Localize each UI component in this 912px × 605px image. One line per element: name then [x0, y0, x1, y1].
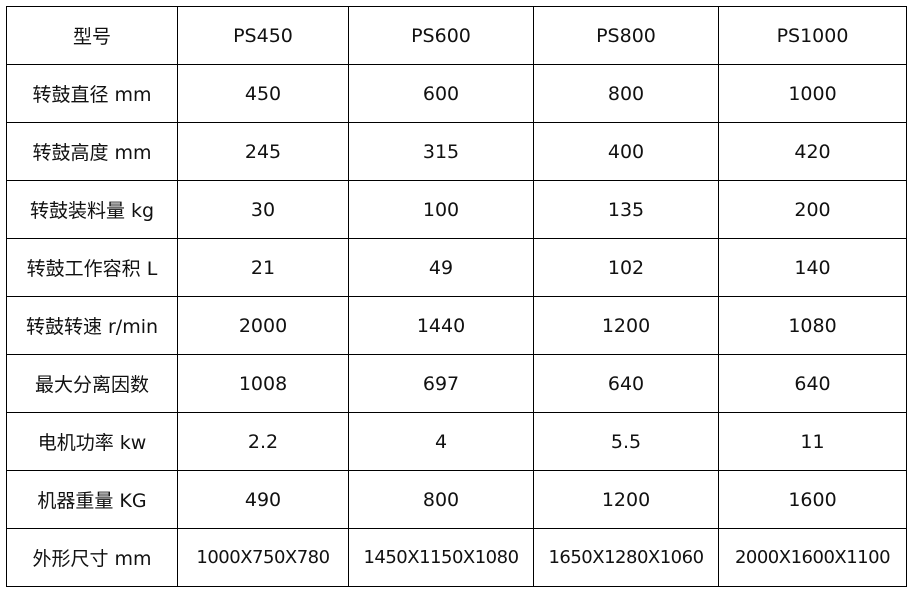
table-cell: 600	[348, 64, 534, 123]
table-cell: 800	[348, 470, 534, 529]
table-cell: 1200	[533, 470, 719, 529]
table-cell: 1000X750X780	[177, 528, 349, 587]
table-cell: 1200	[533, 296, 719, 355]
table-cell: 1440	[348, 296, 534, 355]
table-row: 最大分离因数 1008 697 640 640	[6, 354, 907, 413]
table-cell: 2000	[177, 296, 349, 355]
table-cell: 697	[348, 354, 534, 413]
table-cell: 450	[177, 64, 349, 123]
table-cell: 315	[348, 122, 534, 181]
table-row: 转鼓转速 r/min 2000 1440 1200 1080	[6, 296, 907, 355]
table-cell: 1600	[718, 470, 907, 529]
table-cell: 5.5	[533, 412, 719, 471]
table-cell: 245	[177, 122, 349, 181]
table-cell: 100	[348, 180, 534, 239]
row-label: 转鼓高度 mm	[6, 122, 178, 181]
row-label: 转鼓工作容积 L	[6, 238, 178, 297]
table-cell: 400	[533, 122, 719, 181]
row-label: 最大分离因数	[6, 354, 178, 413]
header-row: 型号 PS450 PS600 PS800 PS1000	[6, 6, 907, 65]
table-cell: 1080	[718, 296, 907, 355]
table-row: 转鼓装料量 kg 30 100 135 200	[6, 180, 907, 239]
table-cell: 4	[348, 412, 534, 471]
spec-table: 型号 PS450 PS600 PS800 PS1000 转鼓直径 mm 450 600 800 1…	[6, 6, 907, 587]
table-cell: 1000	[718, 64, 907, 123]
table-cell: 49	[348, 238, 534, 297]
table-cell: 640	[718, 354, 907, 413]
table-row: 机器重量 KG 490 800 1200 1600	[6, 470, 907, 529]
table-cell: 1650X1280X1060	[533, 528, 719, 587]
table-row: 转鼓工作容积 L 21 49 102 140	[6, 238, 907, 297]
row-label: 电机功率 kw	[6, 412, 178, 471]
table-cell: 1008	[177, 354, 349, 413]
row-label: 转鼓直径 mm	[6, 64, 178, 123]
table-cell: 640	[533, 354, 719, 413]
table-cell: 800	[533, 64, 719, 123]
table-cell: 2.2	[177, 412, 349, 471]
table-cell: 2000X1600X1100	[718, 528, 907, 587]
table-cell: PS450	[177, 6, 349, 65]
table-cell: 21	[177, 238, 349, 297]
table-cell: 140	[718, 238, 907, 297]
table-cell: 135	[533, 180, 719, 239]
table-cell: 30	[177, 180, 349, 239]
row-label: 机器重量 KG	[6, 470, 178, 529]
table-cell: 420	[718, 122, 907, 181]
table-cell: 102	[533, 238, 719, 297]
table-cell: 1450X1150X1080	[348, 528, 534, 587]
table-cell: 490	[177, 470, 349, 529]
row-label: 转鼓转速 r/min	[6, 296, 178, 355]
table-cell: 200	[718, 180, 907, 239]
table-row: 转鼓直径 mm 450 600 800 1000	[6, 64, 907, 123]
row-label: 型号	[6, 6, 178, 65]
table-row: 外形尺寸 mm 1000X750X780 1450X1150X1080 1650X12…	[6, 528, 907, 587]
table-cell: 11	[718, 412, 907, 471]
table-row: 电机功率 kw 2.2 4 5.5 11	[6, 412, 907, 471]
table-cell: PS600	[348, 6, 534, 65]
row-label: 外形尺寸 mm	[6, 528, 178, 587]
table-cell: PS1000	[718, 6, 907, 65]
row-label: 转鼓装料量 kg	[6, 180, 178, 239]
table-cell: PS800	[533, 6, 719, 65]
table-row: 转鼓高度 mm 245 315 400 420	[6, 122, 907, 181]
